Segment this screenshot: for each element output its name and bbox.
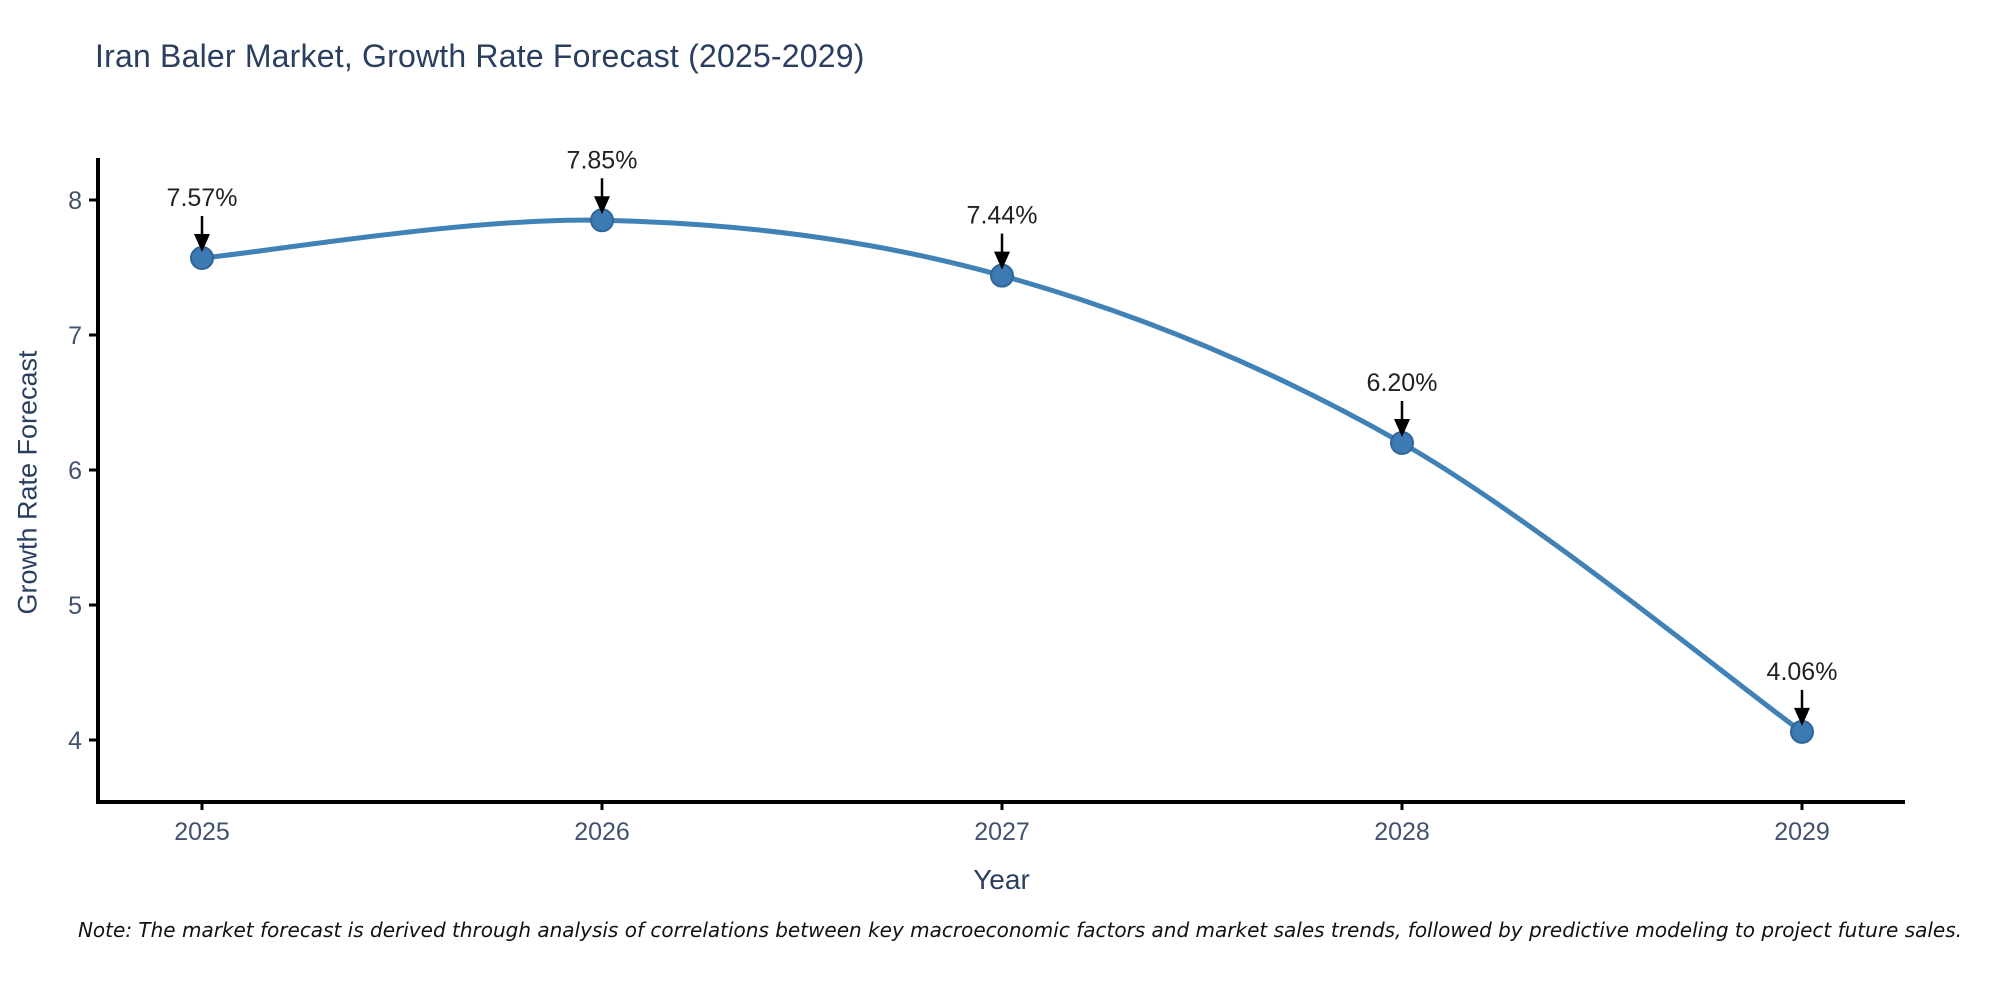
y-tick-label: 4: [68, 727, 82, 755]
point-annotation: 7.44%: [967, 202, 1038, 230]
x-tick-label: 2026: [574, 818, 630, 846]
chart-title: Iran Baler Market, Growth Rate Forecast …: [95, 38, 865, 74]
point-annotation: 7.85%: [567, 146, 638, 174]
annotation-arrowhead-icon: [194, 234, 210, 253]
x-tick-label: 2027: [974, 818, 1030, 846]
y-tick-label: 8: [68, 187, 82, 215]
forecast-line: [199, 217, 1805, 735]
y-tick-label: 6: [68, 457, 82, 485]
y-tick-label: 5: [68, 592, 82, 620]
annotation-arrowhead-icon: [594, 196, 610, 215]
point-annotation: 7.57%: [167, 184, 238, 212]
x-axis-title: Year: [973, 864, 1030, 895]
x-tick-label: 2029: [1774, 818, 1830, 846]
footnote: Note: The market forecast is derived thr…: [77, 918, 1963, 942]
point-annotation: 4.06%: [1767, 658, 1838, 686]
x-tick-label: 2025: [174, 818, 230, 846]
point-annotation: 6.20%: [1367, 369, 1438, 397]
annotation-arrowhead-icon: [1794, 707, 1810, 726]
y-tick-label: 7: [68, 322, 82, 350]
annotation-arrowhead-icon: [1394, 419, 1410, 437]
annotation-arrowhead-icon: [994, 251, 1010, 270]
x-tick-label: 2028: [1374, 818, 1430, 846]
